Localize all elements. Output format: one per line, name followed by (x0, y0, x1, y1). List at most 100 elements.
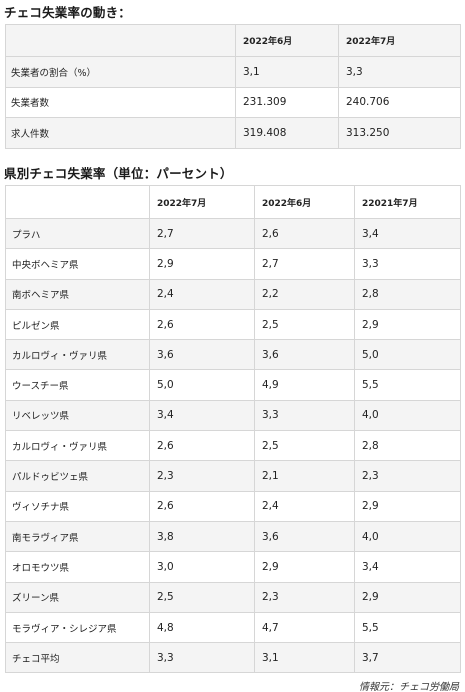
cell-value: 3,1 (235, 56, 339, 88)
header-cell-2022-july: 2022年7月 (149, 185, 255, 219)
region-label: プラハ (5, 217, 150, 250)
region-label: 中央ボヘミア県 (5, 248, 150, 280)
cell-value: 2,6 (254, 217, 355, 250)
region-label: モラヴィア・シレジア県 (5, 611, 150, 644)
cell-value: 3,4 (354, 217, 461, 250)
region-label: リベレッツ県 (5, 399, 150, 432)
cell-value: 2,4 (254, 490, 355, 522)
table-row: リベレッツ県 3,4 3,3 4,0 (5, 399, 461, 432)
cell-value: 2,1 (254, 460, 355, 492)
cell-value: 5,0 (149, 369, 255, 401)
table-row: 南ボヘミア県 2,4 2,2 2,8 (5, 278, 461, 310)
cell-value: 2,3 (149, 460, 255, 492)
cell-value: 2,6 (149, 490, 255, 522)
regional-unemployment-heading: 県別チェコ失業率（単位：パーセント） (4, 166, 233, 181)
regional-unemployment-table: 2022年7月 2022年6月 22021年7月 プラハ 2,7 2,6 3,4 中央ボ… (5, 185, 461, 674)
cell-value: 2,6 (149, 430, 255, 462)
table-row: ピルゼン県 2,6 2,5 2,9 (5, 308, 461, 341)
cell-value: 231.309 (235, 86, 339, 118)
unemployment-summary-table: 2022年6月 2022年7月 失業者の割合（%） 3,1 3,3 失業者数 2… (5, 24, 461, 149)
cell-value: 2,2 (254, 278, 355, 310)
table-row: ウースチー県 5,0 4,9 5,5 (5, 369, 461, 401)
cell-value: 2,6 (149, 308, 255, 341)
cell-value: 5,5 (354, 369, 461, 401)
source-note: 情報元：チェコ労働局 (359, 682, 459, 692)
cell-value: 3,7 (354, 642, 461, 674)
cell-value: 4,7 (254, 611, 355, 644)
cell-value: 2,9 (354, 308, 461, 341)
table-row: 求人件数 319.408 313.250 (5, 117, 461, 149)
cell-value: 2,7 (149, 217, 255, 250)
row-label: 失業者の割合（%） (5, 56, 236, 88)
header-cell-june: 2022年6月 (235, 24, 339, 57)
table-row: プラハ 2,7 2,6 3,4 (5, 217, 461, 250)
cell-value: 3,3 (149, 642, 255, 674)
cell-value: 240.706 (338, 86, 461, 118)
table-header-row: 2022年7月 2022年6月 22021年7月 (5, 185, 461, 219)
cell-value: 2,9 (149, 248, 255, 280)
table-row: 失業者の割合（%） 3,1 3,3 (5, 56, 461, 88)
region-label: 南ボヘミア県 (5, 278, 150, 310)
header-cell-july: 2022年7月 (338, 24, 461, 57)
table-row: カルロヴィ・ヴァリ県 2,6 2,5 2,8 (5, 430, 461, 462)
region-label: ウースチー県 (5, 369, 150, 401)
table-row: ズリーン県 2,5 2,3 2,9 (5, 581, 461, 613)
cell-value: 2,9 (354, 490, 461, 522)
cell-value: 4,8 (149, 611, 255, 644)
cell-value: 3,6 (149, 339, 255, 371)
cell-value: 3,0 (149, 551, 255, 583)
cell-value: 3,4 (149, 399, 255, 432)
cell-value: 3,6 (254, 520, 355, 553)
table-row: ヴィソチナ県 2,6 2,4 2,9 (5, 490, 461, 522)
table-row: 失業者数 231.309 240.706 (5, 86, 461, 118)
cell-value: 2,7 (254, 248, 355, 280)
table-row: モラヴィア・シレジア県 4,8 4,7 5,5 (5, 611, 461, 644)
cell-value: 3,8 (149, 520, 255, 553)
cell-value: 313.250 (338, 117, 461, 149)
cell-value: 5,0 (354, 339, 461, 371)
cell-value: 2,3 (354, 460, 461, 492)
header-cell-2022-june: 2022年6月 (254, 185, 355, 219)
header-cell-blank (5, 24, 236, 57)
row-label: 求人件数 (5, 117, 236, 149)
cell-value: 319.408 (235, 117, 339, 149)
cell-value: 2,5 (254, 308, 355, 341)
cell-value: 2,3 (254, 581, 355, 613)
cell-value: 2,8 (354, 278, 461, 310)
header-cell-blank (5, 185, 150, 219)
region-label: チェコ平均 (5, 642, 150, 674)
table-row: 中央ボヘミア県 2,9 2,7 3,3 (5, 248, 461, 280)
cell-value: 2,4 (149, 278, 255, 310)
cell-value: 3,6 (254, 339, 355, 371)
table-row: カルロヴィ・ヴァリ県 3,6 3,6 5,0 (5, 339, 461, 371)
region-label: ズリーン県 (5, 581, 150, 613)
cell-value: 3,3 (354, 248, 461, 280)
cell-value: 3,4 (354, 551, 461, 583)
region-label: ピルゼン県 (5, 308, 150, 341)
unemployment-trend-heading: チェコ失業率の動き： (4, 5, 132, 20)
cell-value: 4,9 (254, 369, 355, 401)
region-label: カルロヴィ・ヴァリ県 (5, 430, 150, 462)
cell-value: 2,9 (254, 551, 355, 583)
header-cell-2021-july: 22021年7月 (354, 185, 461, 219)
table-header-row: 2022年6月 2022年7月 (5, 24, 461, 57)
table-row: パルドゥビツェ県 2,3 2,1 2,3 (5, 460, 461, 492)
region-label: オロモウツ県 (5, 551, 150, 583)
region-label: ヴィソチナ県 (5, 490, 150, 522)
cell-value: 5,5 (354, 611, 461, 644)
cell-value: 3,1 (254, 642, 355, 674)
cell-value: 4,0 (354, 399, 461, 432)
cell-value: 2,5 (149, 581, 255, 613)
region-label: 南モラヴィア県 (5, 520, 150, 553)
region-label: カルロヴィ・ヴァリ県 (5, 339, 150, 371)
cell-value: 2,5 (254, 430, 355, 462)
cell-value: 2,8 (354, 430, 461, 462)
regional-table-body: プラハ 2,7 2,6 3,4 中央ボヘミア県 2,9 2,7 3,3 南ボヘミア県 2,4 2,2… (5, 217, 461, 674)
table-row: オロモウツ県 3,0 2,9 3,4 (5, 551, 461, 583)
cell-value: 3,3 (338, 56, 461, 88)
region-label: パルドゥビツェ県 (5, 460, 150, 492)
table-row: 南モラヴィア県 3,8 3,6 4,0 (5, 520, 461, 553)
cell-value: 2,9 (354, 581, 461, 613)
cell-value: 3,3 (254, 399, 355, 432)
row-label: 失業者数 (5, 86, 236, 118)
